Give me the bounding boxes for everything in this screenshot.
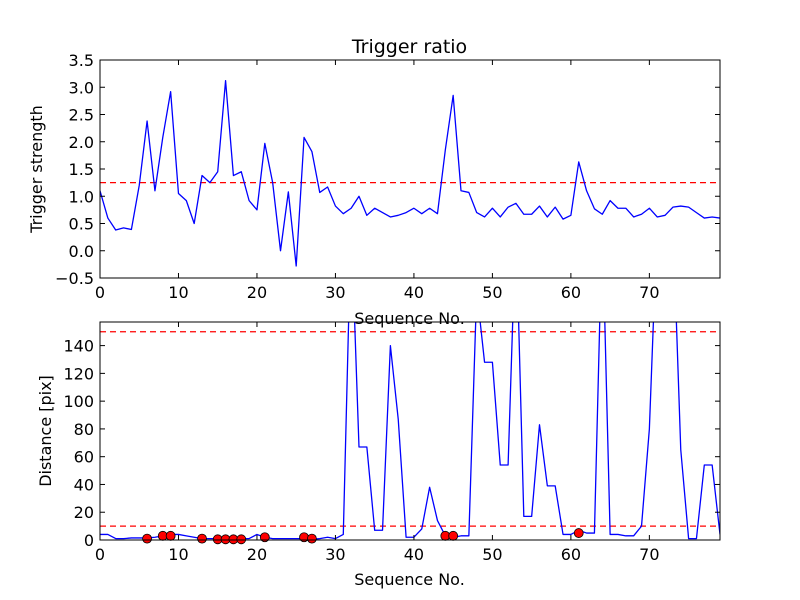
x-tick-label: 40: [404, 283, 424, 302]
data-point-marker: [448, 530, 459, 541]
data-point-marker: [236, 534, 247, 545]
x-tick-label: 70: [639, 545, 659, 564]
data-point-marker: [142, 533, 152, 544]
x-tick-label: 30: [325, 283, 345, 302]
data-point-marker: [573, 528, 584, 538]
x-tick-label: 50: [482, 545, 502, 564]
x-tick-label: 10: [168, 283, 188, 302]
top-axes: 0 10 20 30 40 50 60 70 −0.5 0.0 0.5 1.0 1.5 2.0 2.5 3.0…: [27, 51, 721, 328]
y-tick-label: −0.5: [55, 269, 94, 288]
y-tick-label: 2.0: [69, 133, 94, 152]
y-tick-label: 100: [63, 392, 94, 411]
y-tick-label: 20: [74, 503, 94, 522]
y-tick-label: 3.0: [69, 78, 94, 97]
y-tick-label: 0.0: [69, 242, 94, 261]
bottom-series-line: [100, 322, 720, 540]
top-series-line: [100, 80, 720, 267]
y-tick-label: 3.5: [69, 51, 94, 70]
bottom-ylabel: Distance [pix]: [36, 375, 55, 487]
y-tick-label: 2.5: [69, 106, 94, 125]
y-tick-label: 120: [63, 364, 94, 383]
data-point-marker: [197, 533, 207, 544]
data-point-marker: [259, 532, 270, 543]
y-tick-label: 0.5: [69, 215, 94, 234]
x-tick-label: 20: [247, 545, 267, 564]
top-xlabel: Sequence No.: [354, 309, 465, 328]
top-ylabel: Trigger strength: [27, 105, 46, 234]
top-axes-frame: [99, 59, 721, 279]
x-tick-label: 20: [247, 283, 267, 302]
chart-title: Trigger ratio: [351, 36, 467, 58]
x-tick-label: 0: [95, 545, 105, 564]
bottom-axes: 0 10 20 30 40 50 60 70 0 20 40 60 80 100 120 140 Sequen…: [36, 321, 721, 589]
top-plot-area: 0 10 20 30 40 50 60 70 −0.5 0.0 0.5 1.0 1.5 2.0 2.5 3.0…: [55, 51, 721, 302]
y-tick-label: 60: [74, 448, 94, 467]
x-tick-label: 60: [561, 545, 581, 564]
bottom-axes-frame: [99, 321, 721, 541]
x-tick-label: 0: [95, 283, 105, 302]
data-point-marker: [165, 530, 176, 541]
x-tick-label: 40: [404, 545, 424, 564]
data-point-marker: [306, 533, 317, 544]
x-tick-label: 30: [325, 545, 345, 564]
x-tick-label: 60: [561, 283, 581, 302]
bottom-xlabel: Sequence No.: [354, 570, 465, 589]
y-tick-label: 1.0: [69, 187, 94, 206]
y-tick-label: 80: [74, 420, 94, 439]
bottom-plot-area: 0 10 20 30 40 50 60 70 0 20 40 60 80 100 120 140: [63, 321, 721, 564]
y-tick-label: 40: [74, 475, 94, 494]
x-tick-label: 10: [168, 545, 188, 564]
y-tick-label: 140: [63, 337, 94, 356]
y-tick-label: 1.5: [69, 160, 94, 179]
y-tick-label: 0: [84, 531, 94, 550]
x-tick-label: 70: [639, 283, 659, 302]
x-tick-label: 50: [482, 283, 502, 302]
